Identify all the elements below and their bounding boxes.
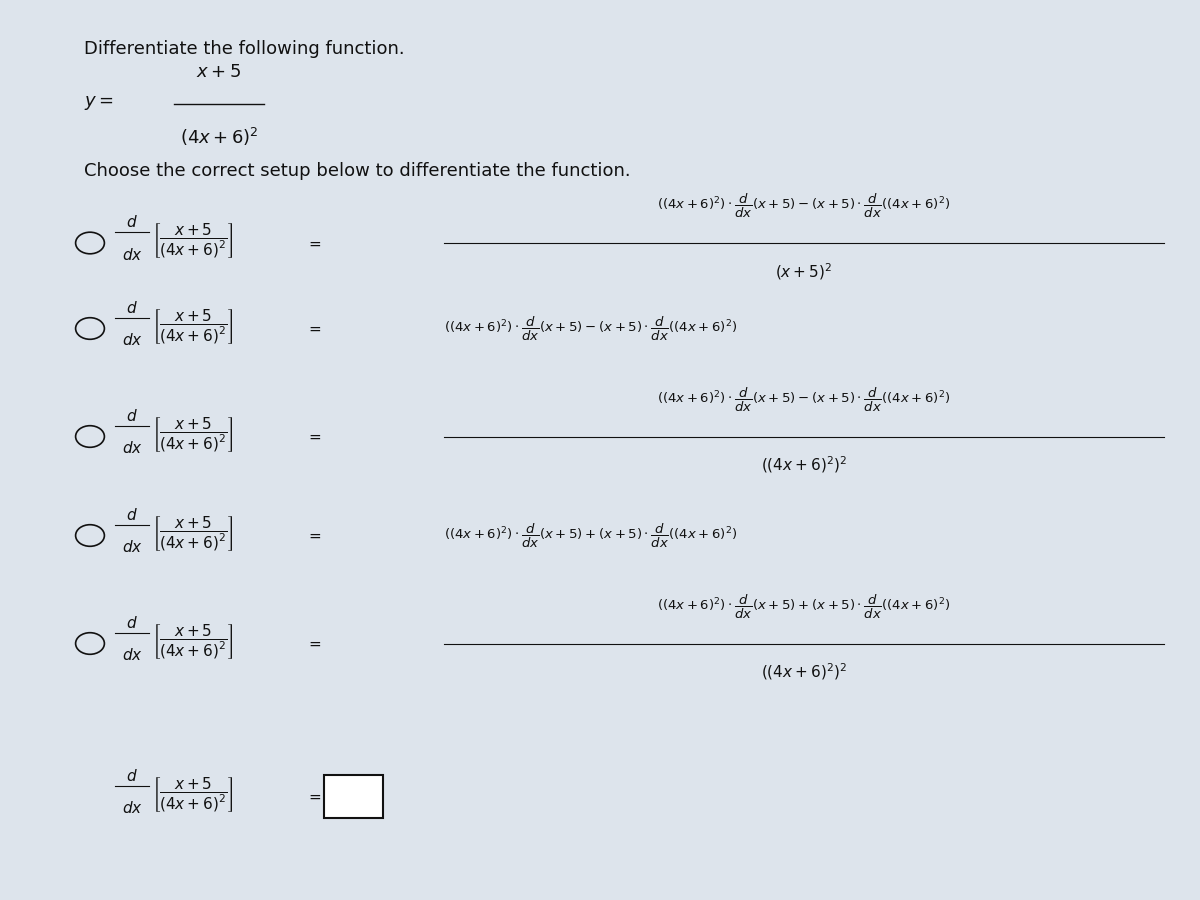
Text: $=$: $=$ [306,429,322,444]
Text: $=$: $=$ [306,789,322,804]
Text: $((4x+6)^2)\cdot\dfrac{d}{dx}(x+5)+(x+5)\cdot\dfrac{d}{dx}\left((4x+6)^2\right)$: $((4x+6)^2)\cdot\dfrac{d}{dx}(x+5)+(x+5)… [658,593,950,621]
Text: $(4x+6)^2$: $(4x+6)^2$ [180,126,258,148]
Text: $dx$: $dx$ [121,247,143,263]
Text: $((4x+6)^2)^2$: $((4x+6)^2)^2$ [761,454,847,475]
Text: $=$: $=$ [306,528,322,543]
Text: $((4x+6)^2)\cdot\dfrac{d}{dx}(x+5)+(x+5)\cdot\dfrac{d}{dx}\left((4x+6)^2\right)$: $((4x+6)^2)\cdot\dfrac{d}{dx}(x+5)+(x+5)… [444,521,738,550]
Text: $((4x+6)^2)\cdot\dfrac{d}{dx}(x+5)-(x+5)\cdot\dfrac{d}{dx}\left((4x+6)^2\right)$: $((4x+6)^2)\cdot\dfrac{d}{dx}(x+5)-(x+5)… [658,193,950,220]
Text: $dx$: $dx$ [121,332,143,348]
Text: $=$: $=$ [306,636,322,651]
Text: $\left[\dfrac{x+5}{(4x+6)^2}\right]$: $\left[\dfrac{x+5}{(4x+6)^2}\right]$ [152,308,234,346]
Text: $dx$: $dx$ [121,647,143,663]
Text: Differentiate the following function.: Differentiate the following function. [84,40,404,58]
Text: $d$: $d$ [126,214,138,230]
Text: $d$: $d$ [126,507,138,523]
Text: $x+5$: $x+5$ [197,63,241,81]
Text: $\left[\dfrac{x+5}{(4x+6)^2}\right]$: $\left[\dfrac{x+5}{(4x+6)^2}\right]$ [152,416,234,454]
Text: $dx$: $dx$ [121,440,143,456]
Text: $((4x+6)^{2})^2$: $((4x+6)^{2})^2$ [761,662,847,682]
FancyBboxPatch shape [324,775,383,818]
Text: $(x+5)^2$: $(x+5)^2$ [775,261,833,282]
Text: $\left[\dfrac{x+5}{(4x+6)^2}\right]$: $\left[\dfrac{x+5}{(4x+6)^2}\right]$ [152,222,234,260]
Text: $d$: $d$ [126,300,138,316]
Text: $d$: $d$ [126,768,138,784]
Text: $\left[\dfrac{x+5}{(4x+6)^2}\right]$: $\left[\dfrac{x+5}{(4x+6)^2}\right]$ [152,776,234,814]
Text: $d$: $d$ [126,615,138,631]
Text: $dx$: $dx$ [121,800,143,816]
Text: $((4x+6)^2)\cdot\dfrac{d}{dx}(x+5)-(x+5)\cdot\dfrac{d}{dx}\left((4x+6)^2\right)$: $((4x+6)^2)\cdot\dfrac{d}{dx}(x+5)-(x+5)… [658,386,950,414]
Text: $=$: $=$ [306,236,322,250]
Text: $=$: $=$ [306,321,322,336]
Text: $((4x+6)^2)\cdot\dfrac{d}{dx}(x+5)-(x+5)\cdot\dfrac{d}{dx}\left((4x+6)^2\right)$: $((4x+6)^2)\cdot\dfrac{d}{dx}(x+5)-(x+5)… [444,314,738,343]
Text: $dx$: $dx$ [121,539,143,555]
Text: $\left[\dfrac{x+5}{(4x+6)^2}\right]$: $\left[\dfrac{x+5}{(4x+6)^2}\right]$ [152,515,234,553]
Text: $d$: $d$ [126,408,138,424]
Text: $\left[\dfrac{x+5}{(4x+6)^2}\right]$: $\left[\dfrac{x+5}{(4x+6)^2}\right]$ [152,623,234,661]
Text: Choose the correct setup below to differentiate the function.: Choose the correct setup below to differ… [84,162,631,180]
Text: $y =$: $y =$ [84,94,114,112]
